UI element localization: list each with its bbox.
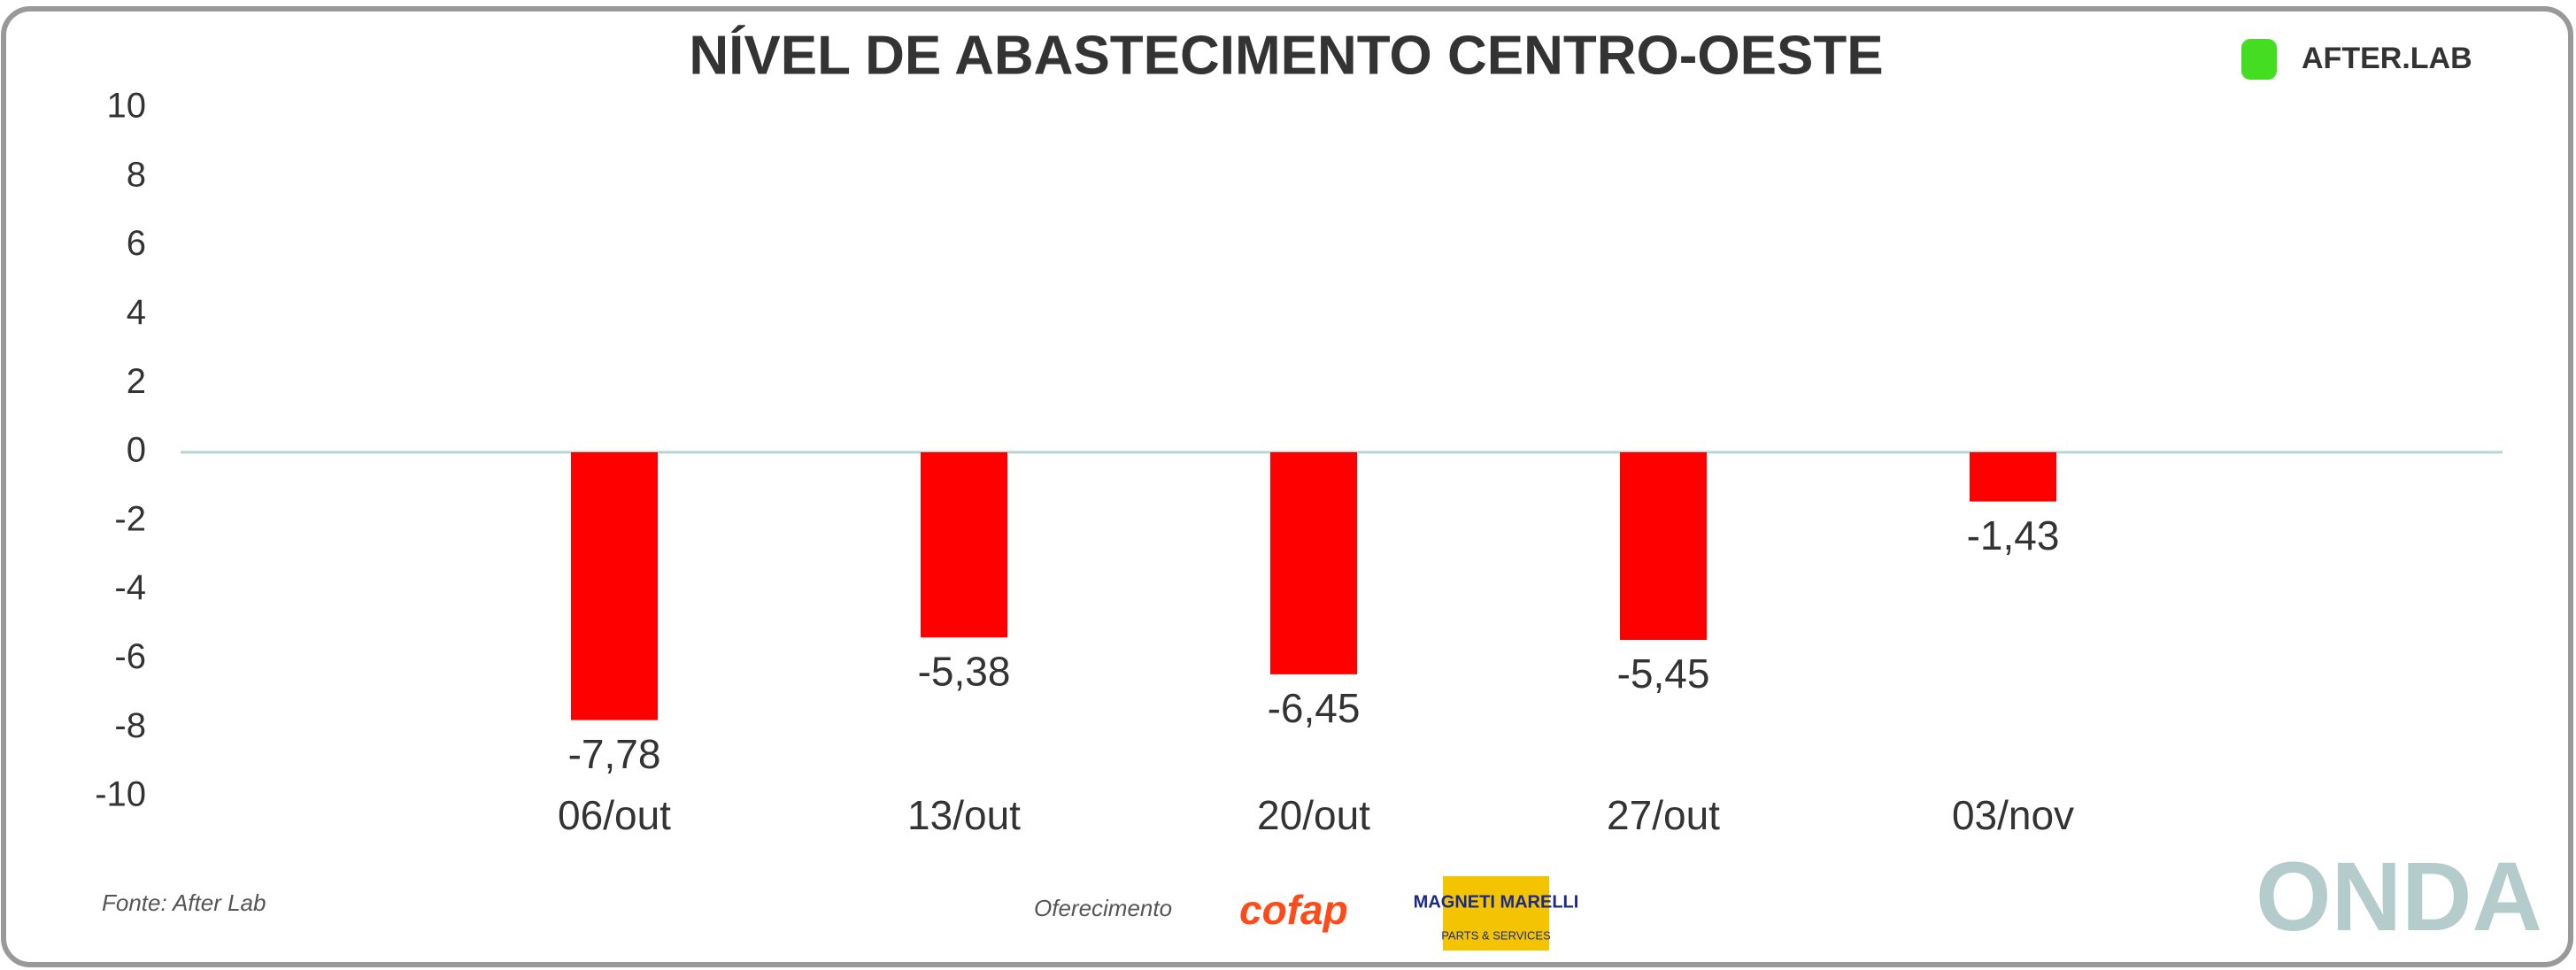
- y-tick-label: 6: [127, 224, 146, 263]
- y-tick-label: -8: [114, 706, 146, 745]
- value-label: -7,78: [568, 731, 661, 777]
- y-tick-label: -6: [114, 637, 146, 676]
- x-tick-label: 13/out: [907, 792, 1021, 838]
- y-tick-label: -10: [95, 775, 146, 814]
- afterlab-logo: AFTER.LAB: [2302, 42, 2472, 75]
- magneti-box: [1443, 876, 1549, 951]
- y-tick-label: -4: [114, 568, 146, 607]
- x-tick-label: 27/out: [1607, 792, 1720, 838]
- bar: [571, 452, 658, 720]
- bar: [1970, 452, 2056, 502]
- value-label: -5,45: [1617, 651, 1710, 697]
- x-tick-label: 06/out: [558, 792, 671, 838]
- magneti-sub: PARTS & SERVICES: [1441, 928, 1551, 942]
- x-tick-label: 20/out: [1257, 792, 1370, 838]
- onda-logo: ONDA: [2256, 843, 2542, 951]
- bar: [1620, 452, 1707, 641]
- y-tick-label: 8: [127, 155, 146, 194]
- bar: [1270, 452, 1357, 674]
- y-tick-label: -2: [114, 499, 146, 538]
- value-label: -6,45: [1268, 685, 1361, 731]
- chart-title: NÍVEL DE ABASTECIMENTO CENTRO-OESTE: [689, 25, 1883, 86]
- value-label: -1,43: [1967, 512, 2060, 558]
- y-tick-label: 4: [127, 293, 146, 332]
- afterlab-icon: [2241, 39, 2277, 80]
- x-tick-label: 03/nov: [1952, 792, 2074, 838]
- magneti-logo: MAGNETI MARELLI: [1414, 892, 1579, 912]
- bar: [921, 452, 1007, 638]
- cofap-logo: cofap: [1239, 887, 1348, 933]
- y-tick-label: 10: [107, 87, 147, 126]
- y-tick-label: 0: [127, 431, 146, 470]
- y-tick-label: 2: [127, 362, 146, 401]
- source: Fonte: After Lab: [102, 889, 266, 916]
- value-label: -5,38: [918, 648, 1011, 694]
- sponsor-label: Oferecimento: [1034, 895, 1172, 921]
